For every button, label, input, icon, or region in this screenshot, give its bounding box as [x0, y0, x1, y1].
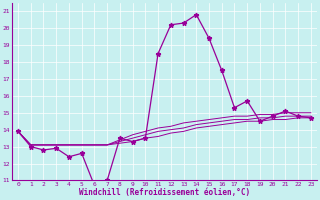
- X-axis label: Windchill (Refroidissement éolien,°C): Windchill (Refroidissement éolien,°C): [79, 188, 250, 197]
